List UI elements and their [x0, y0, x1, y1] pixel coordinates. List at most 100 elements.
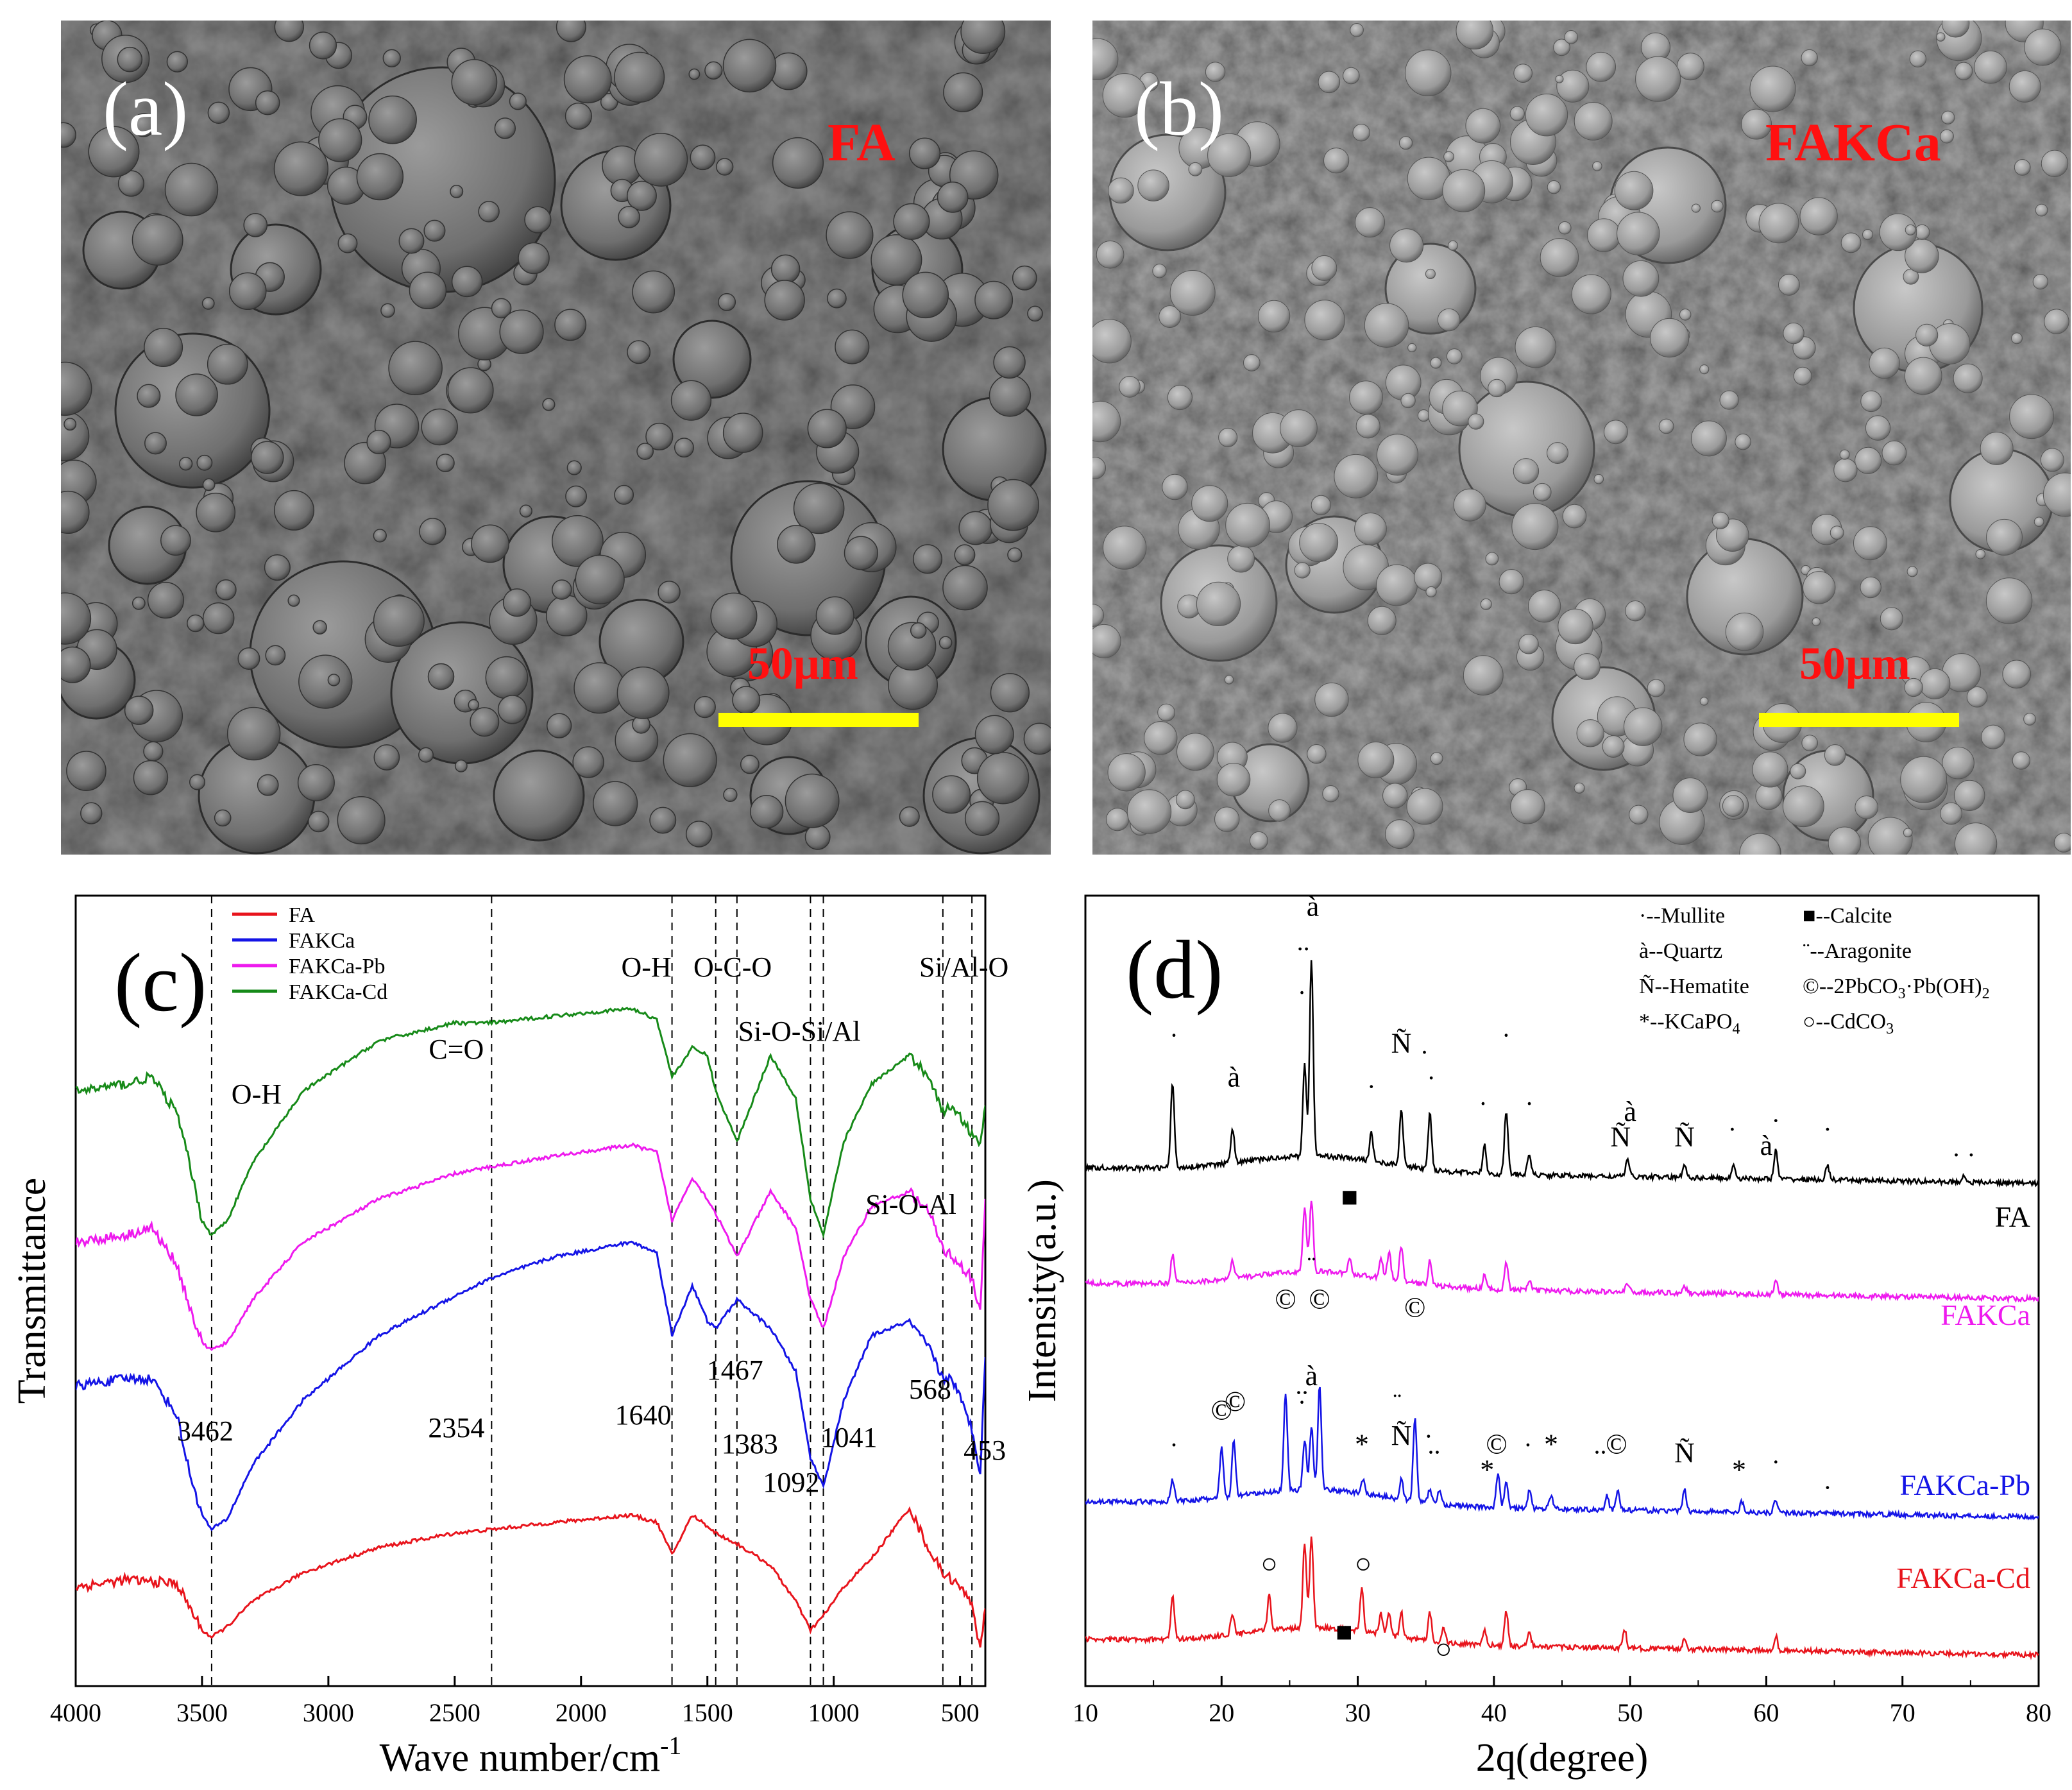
x-tick-label: 500 — [941, 1698, 980, 1727]
ftir-series-fakca-cd — [76, 1007, 985, 1239]
panel-c-plot-frame — [74, 894, 987, 1687]
xrd-phase-marker: * — [1355, 1429, 1369, 1460]
xrd-phase-marker: · — [1525, 1089, 1533, 1118]
xrd-series-label: FAKCa-Pb — [1899, 1469, 2030, 1501]
xrd-phase-marker: ¨ — [1393, 1388, 1401, 1417]
xrd-phase-marker: · — [1427, 1064, 1436, 1093]
x-tick-label: 1500 — [682, 1698, 733, 1727]
xrd-legend-entry: à--Quartz — [1639, 939, 1722, 963]
xrd-phase-marker: * — [1544, 1429, 1558, 1460]
xrd-legend-entry: ·--Mullite — [1639, 904, 1725, 928]
x-tick-label: 4000 — [50, 1698, 101, 1727]
xrd-series-fakca-cd — [1085, 1536, 2039, 1660]
xrd-phase-marker: · — [1424, 1422, 1432, 1451]
xrd-phase-marker: Ñ — [1610, 1121, 1631, 1153]
xrd-phase-marker: · — [1169, 1431, 1178, 1460]
x-tick-label: 40 — [1481, 1698, 1507, 1727]
ftir-peak-number: 1467 — [707, 1354, 763, 1386]
xrd-phase-marker: · — [1479, 1089, 1487, 1118]
ftir-band-label: Si/Al-O — [919, 951, 1008, 983]
xrd-phase-marker: .. — [1296, 1370, 1309, 1399]
xrd-phase-marker: · — [1772, 1106, 1780, 1135]
x-tick-label: 3000 — [303, 1698, 354, 1727]
panel-d-x-axis-label: 2q(degree) — [1476, 1736, 1649, 1780]
x-tick-label: 2500 — [429, 1698, 480, 1727]
x-tick-label: 2000 — [556, 1698, 607, 1727]
panel-c-label: (c) — [114, 937, 207, 1029]
xrd-phase-marker: · — [1367, 1072, 1375, 1101]
panel-d-xrd-chart: (d) ·à..à·Ñ ·· ····ÑàÑ ·à· ·· ·■¨© © ©©©..à· ¨Ñ… — [1021, 891, 2051, 1780]
ftir-band-label: O-H — [232, 1078, 282, 1110]
ftir-peak-number: 1092 — [763, 1467, 819, 1498]
xrd-phase-marker: ■ — [1341, 1181, 1359, 1213]
panel-b-scale-label: 50μm — [1799, 638, 1910, 689]
panel-b-tag: FAKCa — [1765, 113, 1941, 173]
panel-c-x-axis-label: Wave number/cm-1 — [380, 1731, 682, 1780]
ftir-peak-number: 568 — [909, 1374, 951, 1405]
xrd-phase-marker: Ñ — [1674, 1121, 1695, 1153]
xrd-phase-marker: · — [1502, 1021, 1510, 1050]
panel-a-scale-bar — [718, 713, 919, 727]
legend-entry: FAKCa-Pb — [289, 955, 386, 978]
panel-d-label: (d) — [1126, 924, 1223, 1016]
xrd-phase-marker: à — [1305, 1360, 1318, 1392]
xrd-phase-marker: · — [1169, 1021, 1178, 1050]
x-tick-label: 80 — [2026, 1698, 2051, 1727]
xrd-phase-marker: © — [1606, 1429, 1627, 1460]
legend-entry: FAKCa-Cd — [289, 980, 387, 1004]
x-tick-label: 60 — [1753, 1698, 1779, 1727]
panel-c-y-axis-label: Transmittance — [10, 1178, 54, 1404]
xrd-legend-entry: *--KCaPO4 — [1639, 1010, 1740, 1037]
fly-ash-spheres — [61, 21, 1051, 855]
ftir-band-label: Si-O-Si/Al — [738, 1016, 861, 1047]
x-tick-label: 1000 — [808, 1698, 860, 1727]
xrd-phase-marker: © — [1309, 1283, 1330, 1315]
ftir-peak-number: 1041 — [821, 1422, 878, 1453]
xrd-phase-marker: · — [1420, 1038, 1429, 1067]
xrd-phase-marker: · — [1823, 1473, 1831, 1502]
xrd-phase-marker: ○ — [1261, 1548, 1278, 1580]
xrd-series-fakca-pb — [1085, 1386, 2039, 1521]
xrd-phase-marker: .. — [1427, 1431, 1440, 1460]
xrd-phase-marker: · — [1772, 1447, 1780, 1476]
ftir-peak-number: 453 — [964, 1435, 1006, 1466]
ftir-peak-number: 1383 — [722, 1428, 778, 1460]
xrd-phase-marker: Ñ — [1391, 1027, 1412, 1059]
xrd-legend-entry: ■--Calcite — [1803, 904, 1892, 928]
ftir-band-label: C=O — [429, 1034, 484, 1065]
xrd-phase-marker: © — [1404, 1292, 1425, 1324]
xrd-phase-marker: ¨ — [1307, 1251, 1316, 1280]
x-tick-label: 10 — [1073, 1698, 1098, 1727]
panel-a-scale-label: 50μm — [747, 638, 858, 689]
xrd-series-fakca — [1085, 1200, 2039, 1304]
x-tick-label: 20 — [1209, 1698, 1234, 1727]
xrd-phase-marker: Ñ — [1674, 1437, 1695, 1469]
panel-b-label: (b) — [1134, 66, 1224, 151]
xrd-series-label: FAKCa — [1940, 1299, 2030, 1331]
ftir-peak-number: 3462 — [177, 1415, 234, 1447]
ftir-band-label: O-H — [621, 951, 671, 983]
xrd-phase-marker: Ñ — [1391, 1420, 1412, 1451]
xrd-phase-marker: © — [1486, 1429, 1507, 1460]
legend-entry: FA — [289, 903, 315, 927]
panel-a-sem-image: (a) FA 50μm — [61, 21, 1051, 855]
xrd-phase-marker: à — [1307, 891, 1320, 923]
x-tick-label: 50 — [1617, 1698, 1643, 1727]
ftir-series-fa — [76, 1506, 985, 1648]
xrd-series-label: FAKCa-Cd — [1896, 1562, 2030, 1594]
xrd-phase-marker: · — [1298, 978, 1306, 1007]
xrd-phase-marker: © — [1225, 1386, 1246, 1417]
xrd-phase-marker: * — [1480, 1454, 1494, 1485]
fakca-particles — [1092, 21, 2071, 855]
ftir-peak-number: 1640 — [615, 1399, 672, 1431]
x-tick-label: 70 — [1890, 1698, 1915, 1727]
xrd-phase-marker: ○ — [1355, 1548, 1372, 1580]
xrd-phase-marker: © — [1211, 1394, 1232, 1426]
panel-b-scale-bar — [1759, 713, 1959, 727]
xrd-phase-marker: · — [1823, 1114, 1831, 1143]
xrd-phase-marker: à — [1228, 1062, 1241, 1093]
xrd-series-label: FA — [1995, 1200, 2030, 1233]
xrd-legend-entry: Ñ--Hematite — [1639, 975, 1749, 998]
